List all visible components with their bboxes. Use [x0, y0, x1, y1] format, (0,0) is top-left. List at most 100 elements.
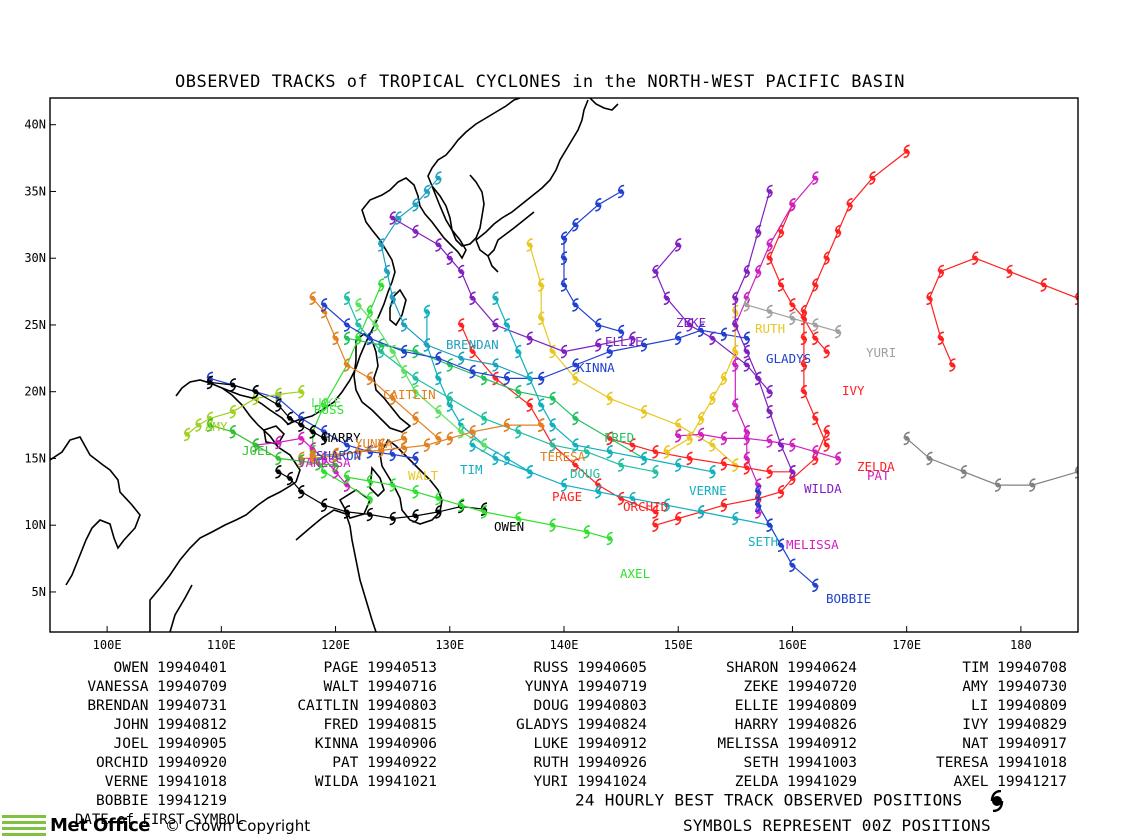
cyclone-symbol-icon	[343, 470, 351, 484]
cyclone-symbol-icon	[400, 344, 408, 359]
storm-label-tim: TIM	[460, 462, 483, 477]
cyclone-symbol-icon	[572, 411, 579, 426]
storm-name: TERESA	[936, 755, 989, 771]
cyclone-symbol-icon	[823, 438, 830, 452]
cyclone-symbol-icon	[675, 511, 682, 526]
storm-date: 19940829	[988, 717, 1067, 733]
storm-name: SHARON	[726, 660, 779, 676]
lon-tick-label: 100E	[93, 638, 122, 652]
cyclone-symbol-icon	[697, 323, 705, 338]
cyclone-symbol-icon	[435, 431, 442, 446]
track-zelda	[803, 150, 908, 446]
legend-line: 24 HOURLY BEST TRACK OBSERVED POSITIONS	[575, 789, 1008, 813]
cyclone-symbol-icon	[812, 278, 819, 292]
storm-date: 19940708	[988, 660, 1067, 676]
storm-entry: JOHN 19940812	[27, 717, 228, 733]
cyclone-symbol-icon	[400, 440, 408, 455]
cyclone-symbol-icon	[309, 424, 316, 439]
storm-name: SETH	[743, 755, 779, 771]
cyclone-symbol-icon	[526, 398, 533, 412]
storm-name: NAT	[962, 736, 989, 752]
cyclone-symbol-icon	[389, 211, 396, 225]
cyclone-symbol-icon	[378, 338, 385, 352]
storm-name: JOHN	[113, 717, 149, 733]
cyclone-symbol-icon	[383, 264, 391, 279]
cyclone-symbol-icon	[458, 264, 465, 279]
cyclone-symbol-icon	[412, 371, 419, 386]
cyclone-symbol-icon	[315, 456, 322, 471]
storm-label-orchid: ORCHID	[623, 499, 668, 514]
cyclone-symbol-icon	[355, 318, 362, 332]
storm-entry: AXEL 19941217	[867, 774, 1068, 790]
cyclone-symbol-icon	[617, 324, 625, 339]
cyclone-symbol-icon	[766, 404, 773, 419]
cyclone-symbol-icon	[617, 458, 625, 472]
cyclone-symbol-icon	[1006, 264, 1013, 279]
storm-label-brendan: BRENDAN	[446, 337, 499, 352]
storm-date: 19940826	[778, 717, 857, 733]
storm-entry: ORCHID 19940920	[27, 755, 227, 771]
storm-label-pat: PAT	[867, 468, 890, 483]
storm-label-kinna: KINNA	[577, 360, 615, 375]
cyclone-symbol-icon	[309, 448, 316, 463]
cyclone-symbol-icon	[926, 291, 933, 306]
cyclone-symbol-icon	[1029, 478, 1036, 492]
cyclone-symbol-icon	[732, 344, 739, 359]
storm-name: ZEKE	[743, 679, 779, 695]
storm-label-ivy: IVY	[842, 383, 865, 398]
storm-name: PAGE	[323, 660, 359, 676]
cyclone-symbol-icon	[400, 364, 408, 379]
cyclone-symbol-icon	[743, 331, 750, 346]
cyclone-symbol-icon	[629, 491, 636, 506]
cyclone-symbol-icon	[697, 411, 705, 426]
storm-entry: HARRY 19940826	[657, 717, 857, 733]
cyclone-symbol-icon	[755, 371, 762, 386]
cyclone-symbol-icon	[320, 431, 328, 446]
cyclone-symbol-icon	[732, 511, 739, 526]
storm-date: 19940906	[358, 736, 437, 752]
storm-entry: OWEN 19940401	[27, 660, 228, 676]
cyclone-symbol-icon	[366, 304, 373, 319]
cyclone-symbol-icon	[903, 431, 910, 446]
storm-date: 19940809	[778, 698, 857, 714]
cyclone-symbol-icon	[675, 238, 682, 252]
cyclone-symbol-icon	[423, 438, 431, 452]
cyclone-symbol-icon	[480, 371, 488, 386]
met-office-logo-icon	[2, 815, 46, 836]
cyclone-symbol-icon	[469, 438, 476, 452]
cyclone-symbol-icon	[789, 464, 796, 479]
storm-entry: VERNE 19941018	[27, 774, 227, 790]
cyclone-symbol-icon	[378, 443, 385, 458]
storm-entry: DOUG 19940803	[447, 698, 648, 714]
cyclone-symbol-icon	[606, 391, 613, 406]
cyclone-symbol-icon	[812, 331, 819, 346]
storm-label-harry: HARRY	[323, 430, 361, 445]
cyclone-symbol-icon	[937, 331, 945, 346]
storm-label-bobbie: BOBBIE	[826, 591, 871, 606]
cyclone-symbol-icon	[663, 444, 670, 459]
storm-label-yunya: YUNYA	[355, 436, 393, 451]
cyclone-symbol-icon	[606, 431, 613, 446]
lat-tick-label: 25N	[24, 318, 46, 332]
storm-date: 19940912	[568, 736, 647, 752]
cyclone-symbol-icon	[812, 578, 819, 593]
storm-name: VANESSA	[87, 679, 149, 695]
cyclone-symbol-icon	[435, 171, 442, 185]
cyclone-symbol-icon	[732, 304, 739, 319]
cyclone-symbol-icon	[492, 451, 499, 466]
cyclone-symbol-icon	[675, 331, 682, 346]
cyclone-symbol-icon	[720, 498, 728, 513]
cyclone-symbol-icon	[538, 398, 545, 412]
lon-tick-label: 170E	[892, 638, 921, 652]
storm-label-teresa: TERESA	[540, 449, 586, 464]
storm-name: LUKE	[533, 736, 569, 752]
storm-date: 19940922	[358, 755, 437, 771]
cyclone-symbol-icon	[275, 435, 282, 450]
storm-label-joel: JOEL	[242, 443, 272, 458]
cyclone-symbol-icon	[423, 338, 431, 352]
cyclone-symbol-icon	[492, 318, 499, 332]
cyclone-symbol-icon	[766, 238, 773, 252]
storm-date: 19940905	[148, 736, 227, 752]
cyclone-symbol-icon	[366, 491, 373, 506]
track-john	[906, 437, 1078, 486]
